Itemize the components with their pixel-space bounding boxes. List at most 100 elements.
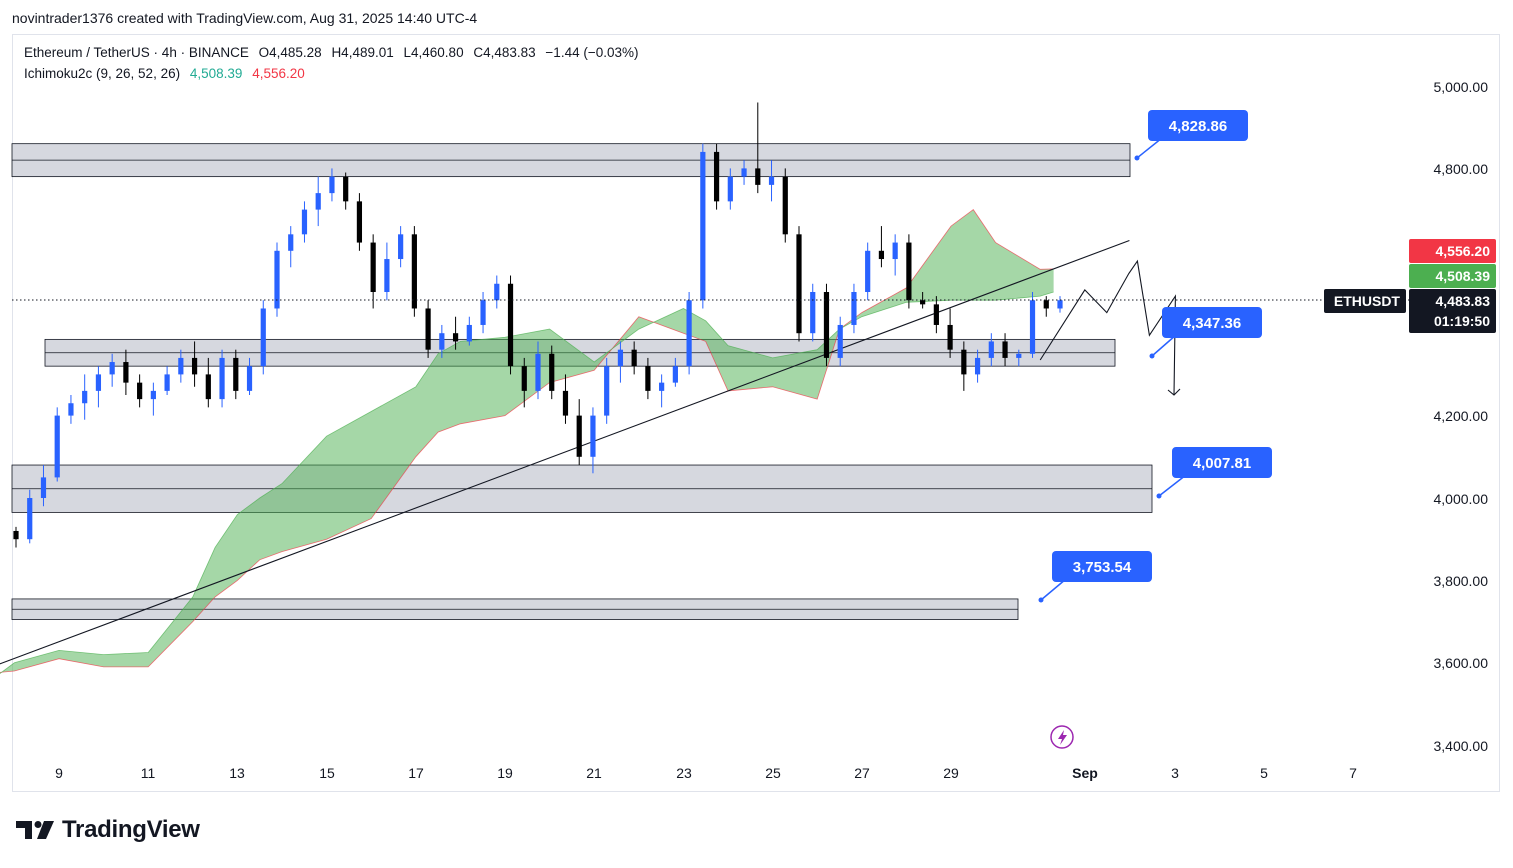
candle bbox=[1002, 333, 1008, 367]
candle-body bbox=[837, 324, 843, 358]
tag-leader bbox=[1151, 334, 1177, 357]
publisher-caption: novintrader1376 created with TradingView… bbox=[12, 10, 478, 26]
candle bbox=[659, 374, 665, 408]
candle bbox=[301, 201, 308, 243]
candle-body bbox=[123, 362, 129, 383]
candle bbox=[137, 374, 143, 408]
candle bbox=[329, 168, 335, 202]
candle-body bbox=[865, 250, 871, 292]
tag-box bbox=[1162, 307, 1262, 338]
y-axis[interactable]: 5,000.00 4,800.00 4,200.00 4,000.00 3,80… bbox=[1434, 79, 1489, 754]
span-b-axis-tag: 4,556.20 bbox=[1409, 239, 1496, 263]
candle-body bbox=[1002, 341, 1008, 358]
candle-body bbox=[755, 168, 761, 185]
candle-body bbox=[878, 250, 885, 260]
candle-body bbox=[164, 374, 170, 391]
x-tick: 5 bbox=[1260, 765, 1268, 781]
candle-body bbox=[219, 357, 225, 400]
candle bbox=[191, 341, 198, 387]
tag-anchor bbox=[1038, 597, 1044, 603]
candle-body bbox=[233, 357, 239, 391]
candle bbox=[425, 300, 431, 358]
candle bbox=[411, 226, 417, 317]
support-resistance-zones bbox=[11, 143, 1153, 620]
tag-anchor bbox=[1149, 353, 1155, 359]
candle bbox=[961, 341, 967, 391]
last-price-axis-tag: 4,483.83 01:19:50 bbox=[1409, 289, 1496, 333]
candle bbox=[631, 341, 637, 375]
candle-body bbox=[150, 390, 156, 400]
candle-body bbox=[82, 390, 88, 404]
candle bbox=[988, 333, 994, 367]
candle bbox=[906, 234, 912, 309]
x-tick: 21 bbox=[586, 765, 602, 781]
low-value: L4,460.80 bbox=[403, 45, 464, 60]
candle-body bbox=[947, 324, 953, 350]
tag-box bbox=[1052, 551, 1152, 582]
candle-body bbox=[260, 308, 266, 367]
x-tick: 13 bbox=[229, 765, 245, 781]
candle-body bbox=[507, 283, 514, 367]
candle-body bbox=[370, 242, 376, 292]
brand-name: TradingView bbox=[62, 816, 200, 843]
candle-body bbox=[892, 242, 898, 260]
candle-body bbox=[494, 283, 500, 301]
tag-label: 4,007.81 bbox=[1193, 455, 1251, 472]
candle-body bbox=[466, 324, 472, 342]
candle bbox=[452, 316, 459, 350]
candle-body bbox=[1057, 300, 1063, 309]
candle bbox=[507, 275, 514, 375]
svg-text:ETHUSDT: ETHUSDT bbox=[1334, 293, 1401, 309]
candle-body bbox=[301, 209, 308, 235]
candle-body bbox=[384, 259, 390, 292]
indicator-legend[interactable]: Ichimoku2c (9, 26, 52, 26) 4,508.39 4,55… bbox=[24, 66, 305, 81]
tag-label: 4,828.86 bbox=[1169, 118, 1227, 135]
candle bbox=[700, 143, 706, 309]
candle bbox=[782, 168, 788, 243]
chart-frame bbox=[12, 34, 1500, 792]
candle bbox=[82, 374, 88, 420]
candle bbox=[590, 407, 596, 474]
zone-price-tag: 4,828.86 bbox=[1134, 110, 1248, 161]
y-tick: 5,000.00 bbox=[1434, 79, 1489, 95]
candle-body bbox=[521, 366, 527, 391]
candle bbox=[178, 349, 184, 383]
candle-body bbox=[178, 357, 184, 375]
candle-body bbox=[329, 176, 335, 194]
candle-body bbox=[590, 415, 596, 457]
candle-body bbox=[933, 304, 939, 325]
candle-body bbox=[617, 349, 624, 367]
y-tick: 3,800.00 bbox=[1434, 573, 1489, 589]
zone-price-tag: 4,007.81 bbox=[1156, 447, 1272, 499]
candle bbox=[974, 349, 981, 383]
svg-text:4,483.83: 4,483.83 bbox=[1436, 293, 1491, 309]
candle bbox=[398, 226, 404, 268]
candle bbox=[27, 489, 33, 544]
candle-body bbox=[1016, 353, 1022, 358]
span-b-line bbox=[0, 209, 1054, 673]
y-tick: 3,600.00 bbox=[1434, 655, 1489, 671]
candle bbox=[810, 283, 816, 342]
candle bbox=[288, 226, 294, 268]
lightning-icon[interactable] bbox=[1050, 725, 1074, 749]
candle bbox=[645, 357, 651, 400]
x-tick: 17 bbox=[408, 765, 424, 781]
candle-body bbox=[274, 250, 280, 309]
span-a-axis-tag: 4,508.39 bbox=[1409, 264, 1496, 288]
candle bbox=[535, 341, 541, 400]
candle bbox=[617, 341, 624, 383]
tradingview-logo[interactable]: TradingView bbox=[16, 816, 200, 844]
candle-body bbox=[356, 201, 363, 243]
span-a-line bbox=[0, 291, 1054, 674]
candle-body bbox=[1029, 300, 1036, 354]
candle bbox=[796, 226, 802, 342]
candle bbox=[686, 292, 692, 375]
candle bbox=[713, 143, 720, 210]
symbol-legend[interactable]: Ethereum / TetherUS · 4h · BINANCE O4,48… bbox=[24, 45, 639, 60]
candle-body bbox=[727, 176, 733, 202]
candle-body bbox=[315, 193, 321, 210]
x-tick: 27 bbox=[854, 765, 870, 781]
indicator-value-red: 4,556.20 bbox=[252, 66, 305, 81]
x-axis[interactable]: 9 11 13 15 17 19 21 23 25 27 29 Sep 3 5 … bbox=[55, 765, 1357, 781]
